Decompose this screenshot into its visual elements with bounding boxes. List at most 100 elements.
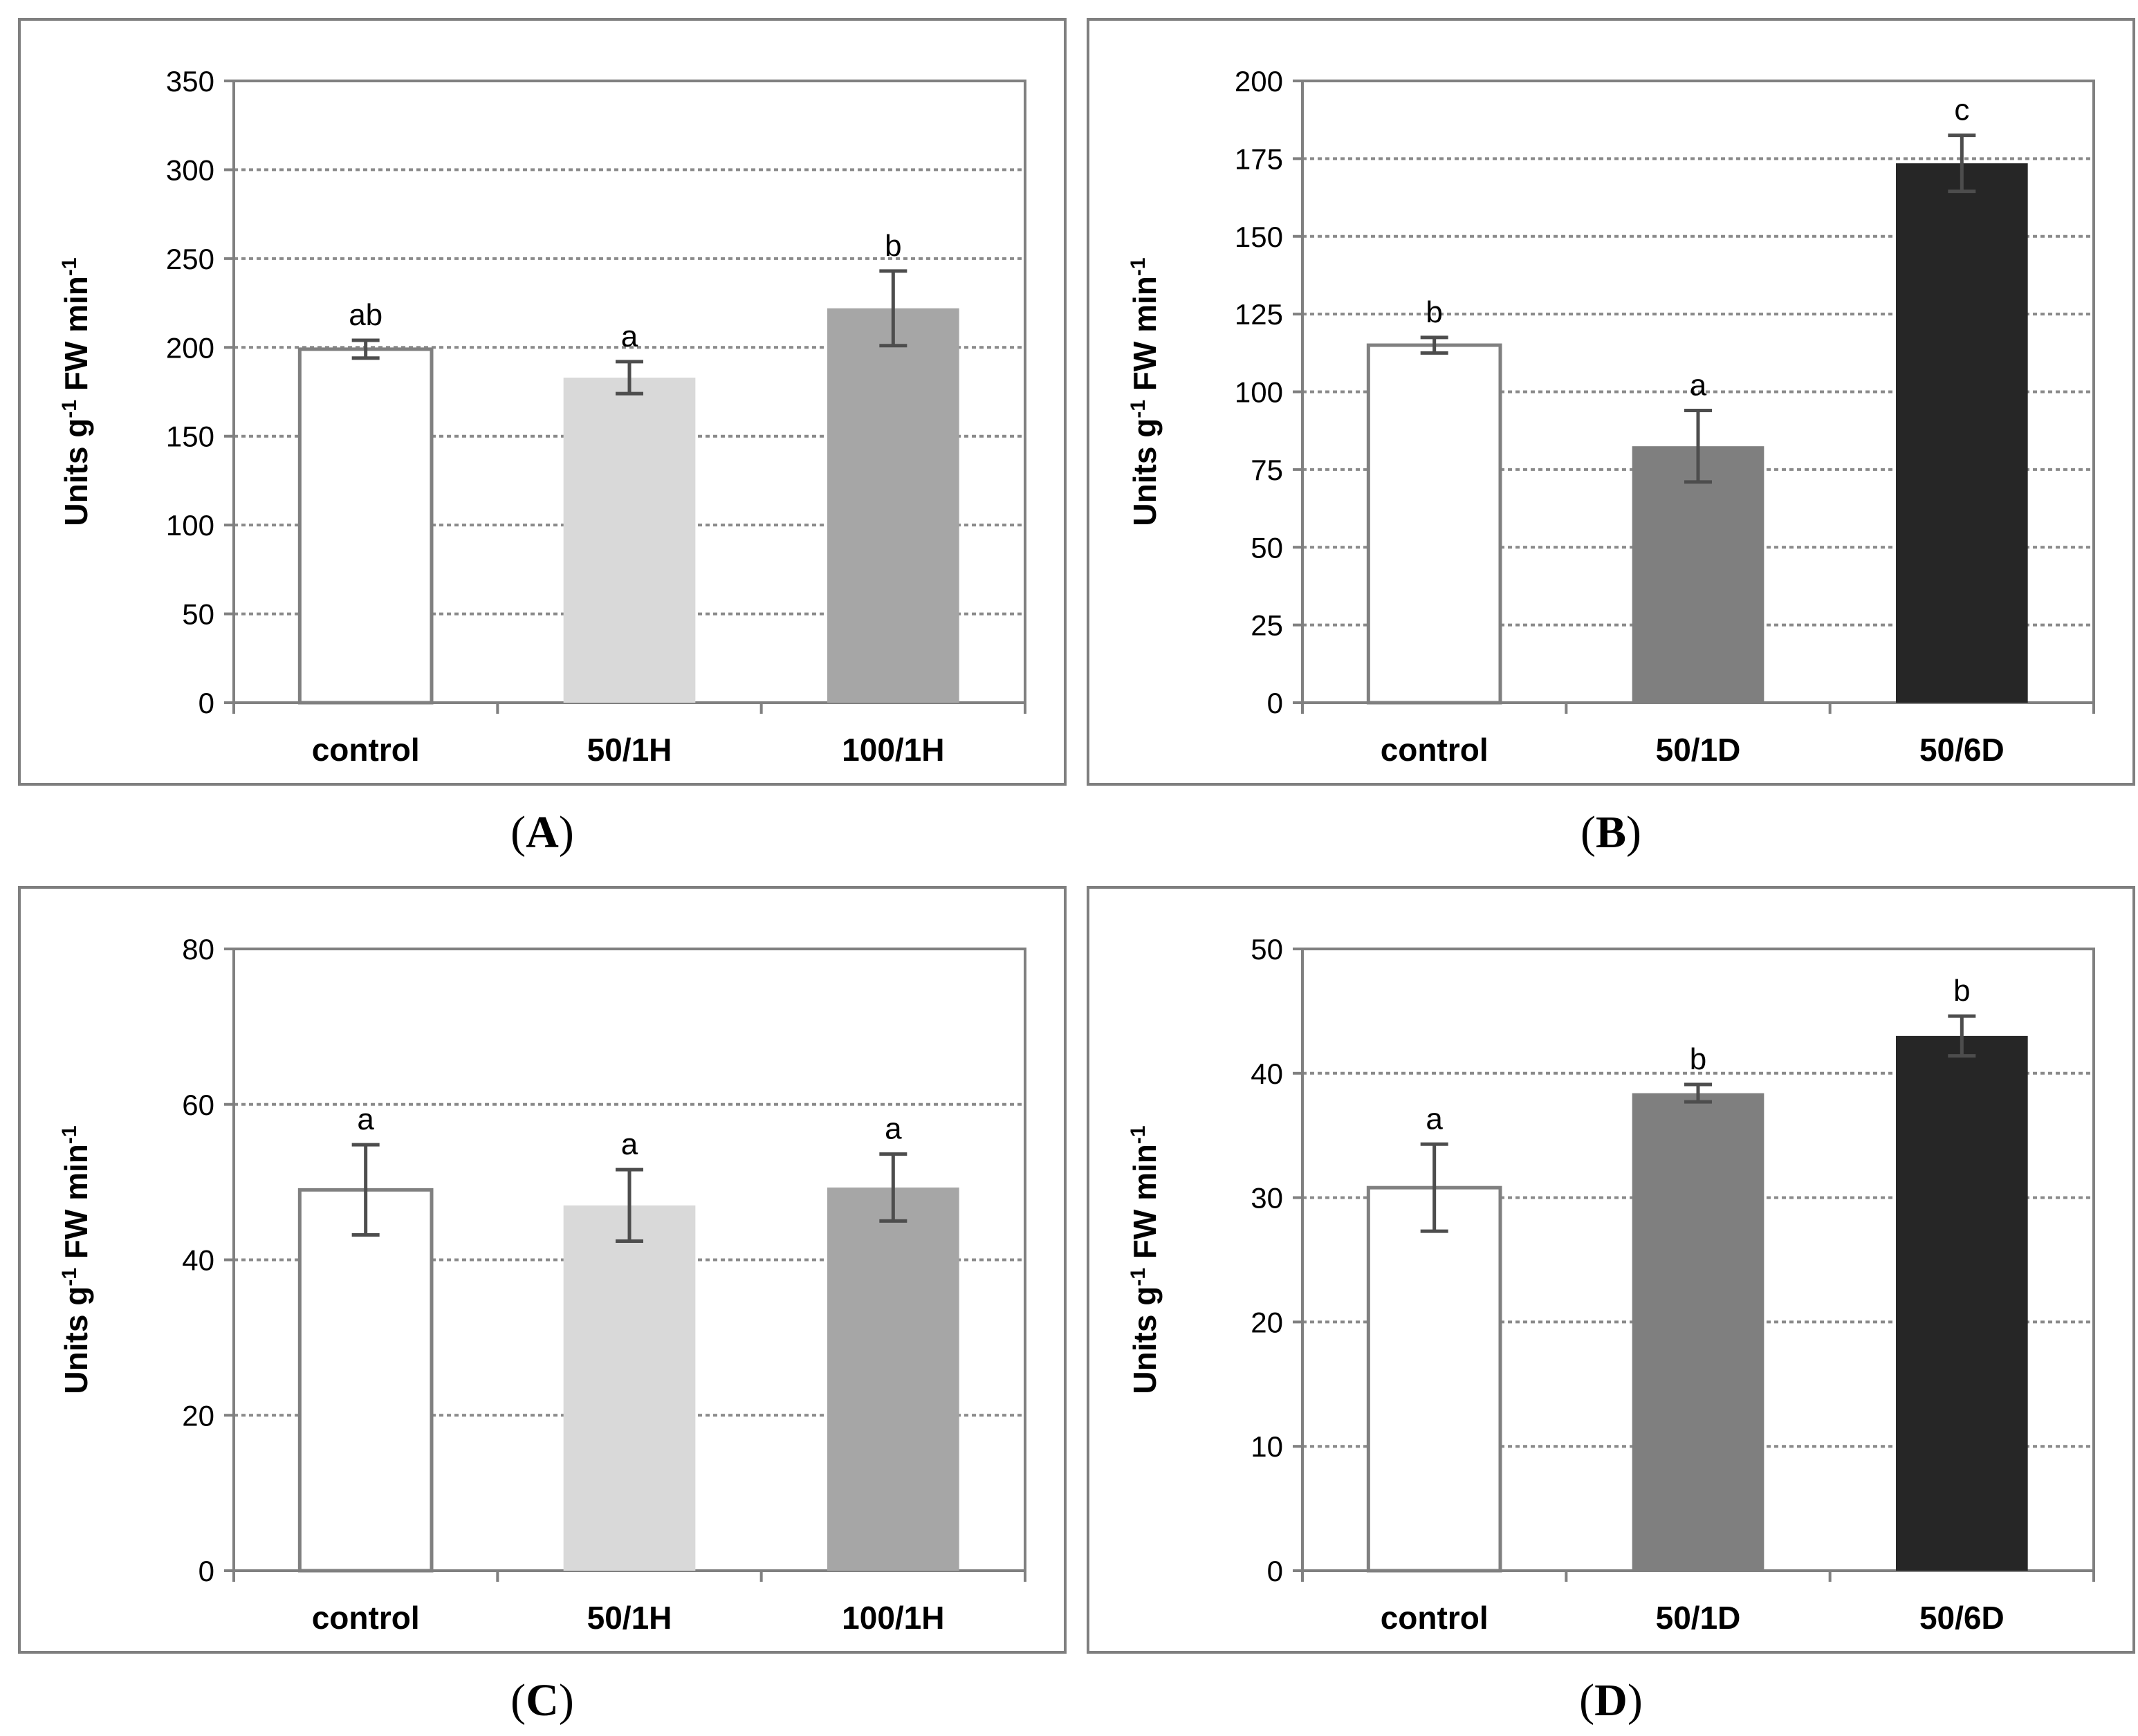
bar <box>297 347 434 705</box>
bar <box>563 1205 696 1571</box>
bar <box>1896 1035 2028 1571</box>
y-tick-label: 50 <box>1251 933 1283 966</box>
panel-label-paren: ( <box>510 807 526 858</box>
y-tick-label: 0 <box>199 687 214 719</box>
y-axis-label-text: Units g <box>58 1286 94 1394</box>
y-axis-label: Units g-1 FW min-1 <box>1127 257 1163 526</box>
chart-panel-b: 0 25 50 75 100 125 150 175 200 b control a 50/1D c 50/… <box>1087 18 2135 858</box>
panel-label-paren: ( <box>1581 807 1596 858</box>
y-tick-label: 60 <box>182 1089 214 1121</box>
y-tick-label: 0 <box>1267 687 1283 719</box>
x-category-label: 50/1D <box>1656 1600 1741 1636</box>
panel-label-paren: ( <box>510 1675 526 1726</box>
x-category-label: 100/1H <box>842 1600 944 1636</box>
x-category-label: control <box>1381 1600 1489 1636</box>
y-axis-label-superscript: -1 <box>1127 257 1150 276</box>
significance-letter: a <box>621 320 638 353</box>
y-tick-label: 30 <box>1251 1182 1283 1215</box>
y-tick-label: 40 <box>1251 1058 1283 1090</box>
bar <box>1632 446 1764 703</box>
y-axis-label-text: FW min <box>58 276 94 400</box>
y-axis-label-text: Units g <box>1127 418 1163 526</box>
significance-letter: a <box>885 1112 902 1146</box>
significance-letter: a <box>621 1127 638 1161</box>
y-tick-label: 300 <box>166 154 214 186</box>
panel-label-letter: B <box>1596 807 1626 858</box>
y-tick-label: 250 <box>166 243 214 275</box>
significance-letter: a <box>1426 1102 1443 1136</box>
y-tick-label: 100 <box>1235 376 1283 409</box>
chart-panel-a: 0 50 100 150 200 250 300 350 ab control a 50/1H b 100… <box>18 18 1067 858</box>
panel-label: (D) <box>1579 1675 1643 1726</box>
panel-label-paren: ) <box>1628 1675 1643 1726</box>
x-category-label: 50/1H <box>587 1600 672 1636</box>
y-tick-label: 200 <box>1235 65 1283 98</box>
panel-label-letter: A <box>526 807 559 858</box>
panel-label-letter: D <box>1594 1675 1628 1726</box>
x-category-label: control <box>312 1600 420 1636</box>
panel-label: (B) <box>1581 807 1641 858</box>
bar <box>563 377 696 703</box>
y-axis-label-superscript: -1 <box>58 1268 81 1286</box>
y-axis-label: Units g-1 FW min-1 <box>1127 1125 1163 1394</box>
y-tick-label: 175 <box>1235 142 1283 175</box>
y-axis-label-superscript: -1 <box>1127 1125 1150 1144</box>
y-tick-label: 20 <box>1251 1306 1283 1338</box>
bar <box>1632 1093 1764 1571</box>
significance-letter: b <box>1426 295 1442 329</box>
y-tick-label: 25 <box>1251 609 1283 642</box>
y-axis-label-text: FW min <box>58 1144 94 1268</box>
bar <box>1896 163 2028 703</box>
x-category-label: 50/1D <box>1656 732 1741 768</box>
significance-letter: c <box>1954 93 1969 127</box>
y-tick-label: 0 <box>1267 1555 1283 1587</box>
chart-panel-c: 0 20 40 60 80 a control a 50/1H a 100/1H Units g-1 … <box>18 886 1067 1726</box>
y-axis-label-text: Units g <box>1127 1286 1163 1394</box>
significance-letter: b <box>1690 1042 1706 1076</box>
panel-label: (C) <box>510 1675 574 1726</box>
y-axis-label-superscript: -1 <box>58 400 81 418</box>
x-category-label: 50/6D <box>1919 732 2005 768</box>
bar <box>827 308 959 703</box>
y-axis-label: Units g-1 FW min-1 <box>58 1125 95 1394</box>
x-category-label: 100/1H <box>842 732 944 768</box>
x-category-label: control <box>312 732 420 768</box>
x-category-label: 50/6D <box>1919 1600 2005 1636</box>
panel-label-paren: ) <box>559 1675 574 1726</box>
y-tick-label: 150 <box>166 421 214 453</box>
significance-letter: b <box>885 229 901 263</box>
y-tick-label: 150 <box>1235 221 1283 253</box>
y-tick-label: 75 <box>1251 454 1283 486</box>
panel-label: (A) <box>510 807 574 858</box>
y-tick-label: 100 <box>166 509 214 542</box>
significance-letter: b <box>1953 974 1970 1008</box>
y-tick-label: 125 <box>1235 298 1283 331</box>
significance-letter: a <box>357 1102 374 1136</box>
panel-label-letter: C <box>526 1675 559 1726</box>
bar <box>1366 1185 1502 1573</box>
y-axis-label-superscript: -1 <box>58 1125 81 1144</box>
x-category-label: 50/1H <box>587 732 672 768</box>
panel-label-paren: ) <box>1626 807 1641 858</box>
x-category-label: control <box>1381 732 1489 768</box>
y-axis-label-superscript: -1 <box>58 257 81 276</box>
significance-letter: ab <box>349 298 383 332</box>
y-tick-label: 10 <box>1251 1430 1283 1463</box>
bar <box>297 1188 434 1573</box>
y-tick-label: 50 <box>1251 531 1283 564</box>
y-axis-label: Units g-1 FW min-1 <box>58 257 95 526</box>
bar <box>827 1187 959 1571</box>
y-axis-label-text: Units g <box>58 418 94 526</box>
y-axis-label-superscript: -1 <box>1127 1268 1150 1286</box>
y-tick-label: 0 <box>199 1555 214 1587</box>
bar <box>1366 343 1502 705</box>
y-axis-label-text: FW min <box>1127 1144 1163 1268</box>
panel-label-paren: ) <box>559 807 574 858</box>
y-tick-label: 40 <box>182 1244 214 1277</box>
y-tick-label: 50 <box>182 598 214 631</box>
y-tick-label: 20 <box>182 1399 214 1432</box>
significance-letter: a <box>1690 368 1707 402</box>
panel-label-paren: ( <box>1579 1675 1594 1726</box>
y-tick-label: 350 <box>166 65 214 98</box>
